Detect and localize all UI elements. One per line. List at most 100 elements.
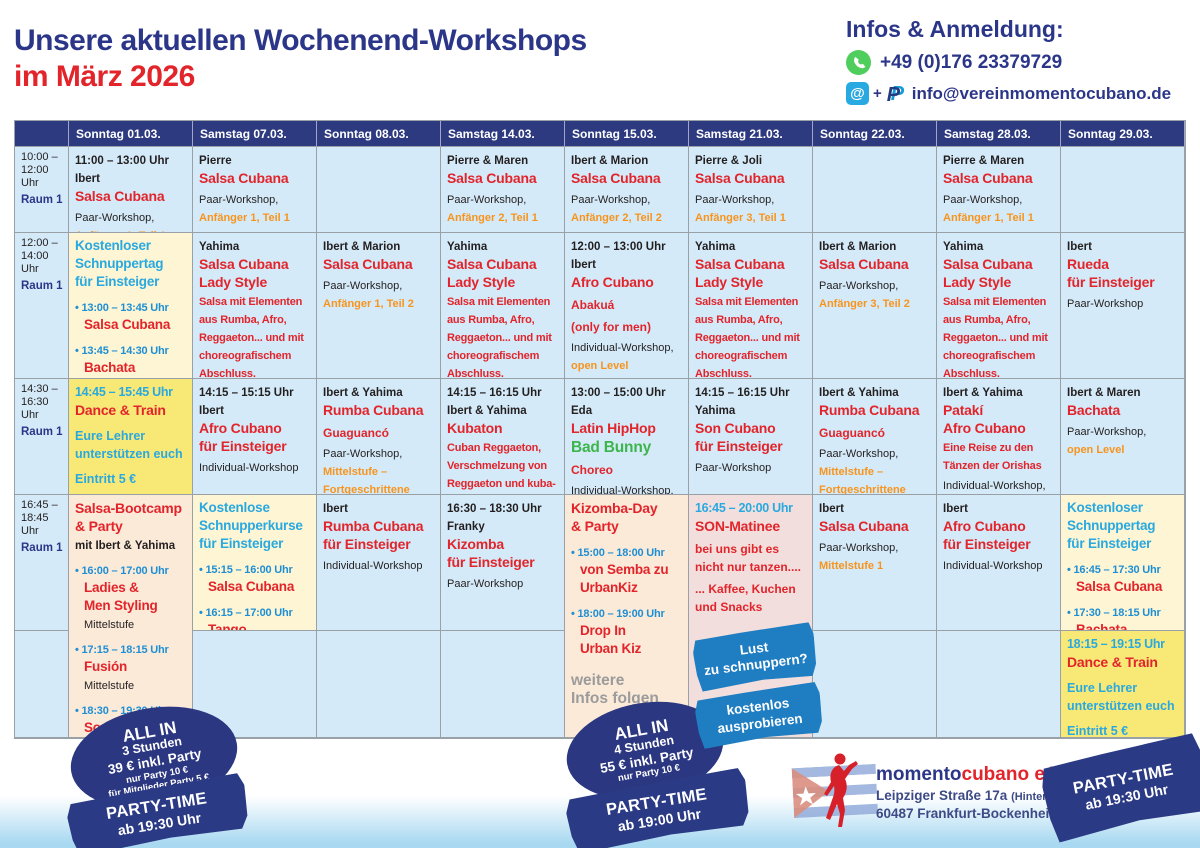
workshop-title: Rueda für Einsteiger — [1067, 256, 1155, 290]
time-or-teacher: Ibert — [199, 405, 224, 417]
session-time: • 13:00 – 13:45 Uhr — [75, 302, 169, 314]
workshop-level: Anfänger 1, Teil 1 — [943, 212, 1034, 224]
workshop-type: Individual-Workshop, — [571, 342, 674, 354]
workshop-type: Paar-Workshop, — [695, 194, 775, 206]
time-or-teacher: Pierre & Maren — [943, 155, 1025, 167]
time-or-teacher: 14:15 – 16:15 Uhr — [695, 387, 790, 399]
empty-cell — [317, 147, 441, 233]
session-title: Salsa Cubana — [84, 317, 171, 332]
address-street: Leipziger Straße 17a — [876, 788, 1012, 803]
time-range: 14:30 – 16:30 Uhr — [21, 383, 58, 422]
workshop-description: Cuban Reggaeton, Verschmelzung von Regga… — [447, 442, 556, 490]
offer-note: Eure Lehrer unterstützen euch — [75, 429, 183, 461]
session-title: Fusión — [84, 659, 128, 674]
workshop-cell: Salsa-Bootcamp & Party mit Ibert & Yahima… — [69, 495, 193, 738]
workshop-schedule-table: Sonntag 01.03. Samstag 07.03. Sonntag 08.0… — [14, 120, 1186, 739]
session-time: • 16:45 – 17:30 Uhr — [1067, 564, 1161, 576]
workshop-cell: 16:30 – 18:30 Uhr Franky Kizomba für Einst… — [441, 495, 565, 631]
workshop-cell: Ibert & Marion Salsa Cubana Paar-Workshop,… — [317, 233, 441, 379]
workshop-description: Salsa mit Elementen aus Rumba, Afro, Reg… — [447, 296, 552, 379]
workshop-cell: Yahima Salsa Cubana Lady Style Salsa mit E… — [937, 233, 1061, 379]
session-time: • 17:30 – 18:15 Uhr — [1067, 607, 1161, 619]
workshop-title: Patakí Afro Cubano — [943, 402, 1026, 436]
workshop-level: Mittelstufe 1 — [819, 560, 884, 572]
session-title: von Semba zu UrbanKiz — [580, 562, 669, 595]
time-or-teacher: Ibert & Marion — [571, 155, 649, 167]
workshop-level-note: Mittelstufe — [84, 680, 135, 692]
workshop-title: Salsa Cubana — [323, 256, 413, 272]
workshop-cell: Ibert & Marion Salsa Cubana Paar-Workshop,… — [565, 147, 689, 233]
time-or-teacher: Ibert — [323, 503, 348, 515]
workshop-title: Salsa Cubana Lady Style — [199, 256, 289, 290]
workshop-description: Salsa mit Elementen aus Rumba, Afro, Reg… — [943, 296, 1048, 379]
workshop-type: Paar-Workshop, — [943, 194, 1023, 206]
workshop-title: Rumba Cubana für Einsteiger — [323, 518, 424, 552]
workshop-type: Paar-Workshop, — [199, 194, 279, 206]
workshop-cell: 14:15 – 15:15 Uhr Ibert Afro Cubano für Ei… — [193, 379, 317, 495]
workshop-cell: Ibert Salsa Cubana Paar-Workshop, Mittelstu… — [813, 495, 937, 631]
workshop-cell: Ibert Rueda für Einsteiger Paar-Workshop — [1061, 233, 1185, 379]
workshop-level: Mittelstufe – Fortgeschrittene — [819, 466, 906, 495]
empty-cell — [317, 631, 441, 738]
time-or-teacher: Ibert — [819, 503, 844, 515]
workshop-cell: Kizomba-Day & Party • 15:00 – 18:00 Uhr vo… — [565, 495, 689, 738]
time-or-teacher: mit Ibert & Yahima — [75, 540, 176, 552]
time-or-teacher: Ibert — [1067, 241, 1092, 253]
workshop-cell: 14:15 – 16:15 Uhr Ibert & Yahima Kubaton Cu… — [441, 379, 565, 495]
time-or-teacher: 14:15 – 15:15 Uhr — [199, 387, 294, 399]
workshop-level: Anfänger 3, Teil 1 — [695, 212, 786, 224]
time-or-teacher: Eda — [571, 405, 593, 417]
contact-heading: Infos & Anmeldung: — [846, 16, 1064, 42]
workshop-type: Paar-Workshop, — [1067, 426, 1147, 438]
column-header: Sonntag 22.03. — [813, 121, 937, 147]
session-title: Salsa Cubana — [208, 579, 295, 594]
offer-time: 14:45 – 15:45 Uhr — [75, 385, 173, 399]
workshop-title: Salsa Cubana — [695, 170, 785, 186]
workshop-title: Kizomba für Einsteiger — [447, 536, 535, 570]
workshop-subtitle: (only for men) — [571, 320, 651, 334]
time-or-teacher: Franky — [447, 521, 485, 533]
empty-cell — [813, 631, 937, 738]
workshop-title: Dance & Train — [75, 402, 166, 418]
workshop-title: Salsa Cubana — [199, 170, 289, 186]
phone-row: +49 (0)176 23379729 — [846, 50, 1194, 75]
workshop-title: Salsa Cubana — [75, 188, 165, 204]
time-or-teacher: Yahima — [943, 241, 984, 253]
workshop-title: Salsa Cubana — [447, 170, 537, 186]
workshop-title: Salsa Cubana Lady Style — [447, 256, 537, 290]
brand-name: momentocubano e.V. — [876, 764, 1066, 786]
workshop-cell: Pierre & Joli Salsa Cubana Paar-Workshop, A… — [689, 147, 813, 233]
page-title-line1: Unsere aktuellen Wochenend-Workshops — [14, 24, 587, 57]
session-title: Bachata — [1076, 622, 1128, 631]
workshop-type: Paar-Workshop — [1067, 298, 1144, 310]
workshop-type: Paar-Workshop, — [75, 212, 155, 224]
time-or-teacher: Yahima — [447, 241, 488, 253]
workshop-cell: Kostenloser Schnuppertag für Einsteiger •… — [1061, 495, 1185, 631]
workshop-cell: 14:15 – 16:15 Uhr Yahima Son Cubano für Ei… — [689, 379, 813, 495]
row-time-label: 16:45 – 18:45 Uhr Raum 1 — [15, 495, 69, 631]
brand-momento: momento — [876, 764, 962, 785]
session-time: • 16:15 – 17:00 Uhr — [199, 607, 293, 619]
workshop-level-note: Mittelstufe — [84, 619, 135, 631]
plus-sign: + — [873, 85, 882, 102]
time-or-teacher: 11:00 – 13:00 Uhr — [75, 155, 169, 167]
session-time: • 18:00 – 19:00 Uhr — [571, 608, 665, 620]
column-header: Samstag 21.03. — [689, 121, 813, 147]
room-label: Raum 1 — [21, 193, 63, 206]
workshop-title: SON-Matinee — [695, 518, 780, 534]
workshop-cell: 11:00 – 13:00 Uhr Ibert Salsa Cubana Paar-W… — [69, 147, 193, 233]
workshop-title: Salsa Cubana — [943, 170, 1033, 186]
time-or-teacher: Yahima — [695, 405, 736, 417]
workshop-subtitle: ... Kaffee, Kuchen und Snacks — [695, 582, 796, 614]
time-range: 12:00 – 14:00 Uhr — [21, 237, 58, 276]
email-address[interactable]: info@vereinmomentocubano.de — [911, 83, 1172, 103]
phone-number[interactable]: +49 (0)176 23379729 — [880, 51, 1063, 73]
time-or-teacher: 14:15 – 16:15 Uhr — [447, 387, 542, 399]
workshop-subtitle: bei uns gibt es nicht nur tanzen.... — [695, 542, 802, 574]
workshop-type: Paar-Workshop, — [819, 280, 899, 292]
room-label: Raum 1 — [21, 279, 63, 292]
session-time: • 17:15 – 18:15 Uhr — [75, 644, 169, 656]
offer-note: Eintritt 5 € — [1067, 724, 1129, 738]
room-label: Raum 1 — [21, 541, 63, 554]
